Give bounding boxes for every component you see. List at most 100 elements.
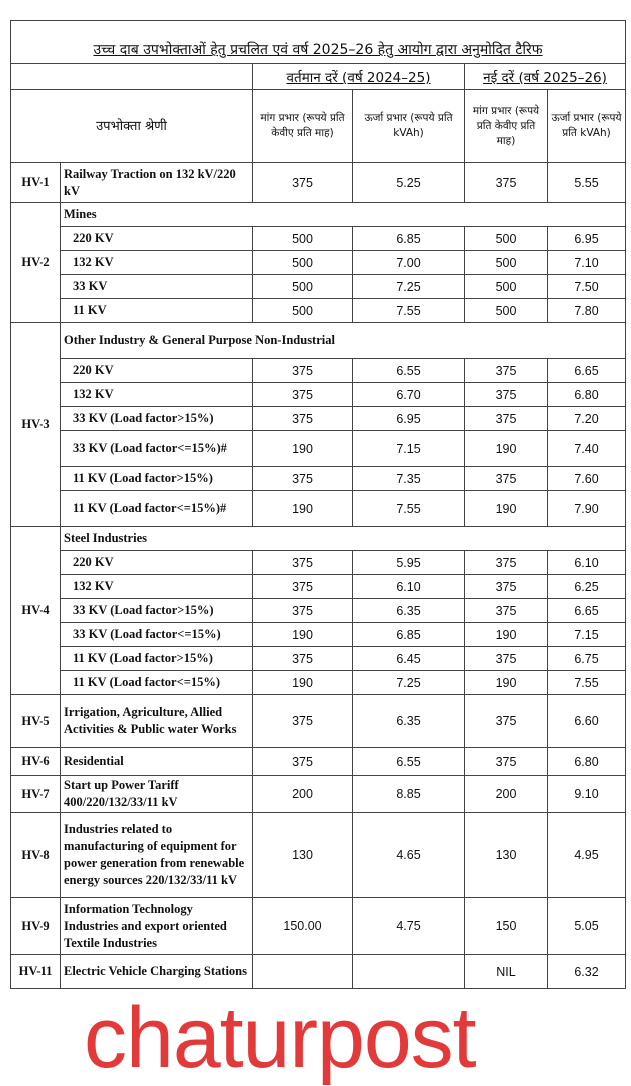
demand-new-value: 375: [464, 382, 548, 407]
row-label: 33 KV (Load factor>15%): [60, 598, 253, 623]
demand-current-value: 375: [252, 406, 353, 431]
group-heading: Mines: [59, 202, 627, 227]
group-heading-row: HV-4 Steel Industries: [10, 526, 627, 695]
energy-current-value: 4.65: [352, 812, 465, 898]
table-row: 33 KV (Load factor<=15%)# 190 7.15 190 7.40: [11, 430, 627, 467]
demand-new-value: 375: [464, 358, 548, 383]
demand-current-value: 375: [252, 358, 353, 383]
table-row: 33 KV (Load factor<=15%) 190 6.85 190 7.15: [11, 622, 627, 647]
demand-new-value: 375: [464, 406, 548, 431]
energy-new-value: 6.75: [546, 646, 627, 671]
demand-current-value: 190: [252, 670, 353, 695]
energy-current-value: 4.75: [352, 897, 465, 955]
energy-current-value: 7.15: [352, 430, 465, 467]
demand-current-value: 150.00: [252, 897, 353, 955]
table-row: 11 KV (Load factor<=15%) 190 7.25 190 7.55: [11, 670, 627, 695]
row-label: 220 KV: [60, 358, 253, 383]
demand-current-value: 130: [252, 812, 353, 898]
energy-new-value: 6.65: [546, 358, 627, 383]
demand-new-value: 190: [464, 622, 548, 647]
demand-current-header: मांग प्रभार (रूपये प्रति केवीए प्रति माह…: [252, 89, 353, 163]
energy-new-header: ऊर्जा प्रभार (रूपये प्रति kVAh): [546, 89, 627, 163]
energy-new-value: 5.05: [546, 897, 627, 955]
energy-new-value: 6.95: [546, 226, 627, 251]
demand-current-value: 375: [252, 646, 353, 671]
row-label: 33 KV: [60, 274, 253, 299]
category-code: HV-11: [10, 954, 61, 989]
demand-new-value: 500: [464, 274, 548, 299]
row-label: Start up Power Tariff 400/220/132/33/11 …: [60, 775, 253, 813]
energy-new-value: 6.80: [546, 747, 627, 776]
tariff-table: उच्च दाब उपभोक्ताओं हेतु प्रचलित एवं वर्…: [9, 20, 627, 989]
table-title: उच्च दाब उपभोक्ताओं हेतु प्रचलित एवं वर्…: [9, 20, 627, 64]
row-label: 33 KV (Load factor<=15%)#: [60, 430, 253, 467]
demand-new-value: 375: [464, 162, 548, 203]
table-row: HV-9 Information Technology Industries an…: [10, 897, 627, 955]
energy-new-value: 5.55: [546, 162, 627, 203]
row-label: 220 KV: [60, 550, 253, 575]
energy-new-value: 9.10: [546, 775, 627, 813]
tariff-document: उच्च दाब उपभोक्ताओं हेतु प्रचलित एवं वर्…: [9, 0, 627, 1081]
demand-current-value: 375: [252, 694, 353, 748]
demand-new-value: 500: [464, 298, 548, 323]
energy-current-value: 7.55: [352, 490, 465, 527]
category-code: HV-3: [10, 322, 61, 527]
blank-cell: [10, 63, 253, 90]
energy-new-value: 6.80: [546, 382, 627, 407]
group-heading-row: HV-2 Mines: [10, 202, 627, 323]
energy-current-value: 5.25: [352, 162, 465, 203]
table-row: 220 KV 375 5.95 375 6.10: [11, 550, 627, 575]
demand-current-value: 500: [252, 298, 353, 323]
row-label: 11 KV: [60, 298, 253, 323]
energy-new-value: 6.60: [546, 694, 627, 748]
energy-new-value: 7.10: [546, 250, 627, 275]
table-row: 33 KV (Load factor>15%) 375 6.95 375 7.20: [11, 406, 627, 431]
demand-new-value: 150: [464, 897, 548, 955]
energy-current-value: 6.55: [352, 747, 465, 776]
energy-new-value: 6.10: [546, 550, 627, 575]
table-row: 220 KV 500 6.85 500 6.95: [11, 226, 627, 251]
demand-new-value: 375: [464, 694, 548, 748]
row-label: 11 KV (Load factor<=15%)#: [60, 490, 253, 527]
energy-current-value: 6.45: [352, 646, 465, 671]
energy-current-value: 6.95: [352, 406, 465, 431]
category-code: HV-1: [10, 162, 61, 203]
demand-current-value: 375: [252, 466, 353, 491]
energy-current-value: 6.10: [352, 574, 465, 599]
energy-new-value: 7.20: [546, 406, 627, 431]
energy-current-value: 7.35: [352, 466, 465, 491]
energy-new-value: 4.95: [546, 812, 627, 898]
demand-current-value: 500: [252, 274, 353, 299]
energy-new-value: 7.90: [546, 490, 627, 527]
new-rates-heading: नई दरें (वर्ष 2025–26): [463, 63, 627, 90]
row-label: Residential: [60, 747, 253, 776]
current-rates-heading: वर्तमान दरें (वर्ष 2024–25): [252, 63, 465, 90]
energy-new-value: 7.80: [546, 298, 627, 323]
row-label: Irrigation, Agriculture, Allied Activiti…: [60, 694, 253, 748]
demand-new-value: 375: [464, 550, 548, 575]
table-row: 33 KV (Load factor>15%) 375 6.35 375 6.65: [11, 598, 627, 623]
demand-current-value: 190: [252, 430, 353, 467]
energy-current-header: ऊर्जा प्रभार (रूपये प्रति kVAh): [352, 89, 465, 163]
demand-new-value: 200: [464, 775, 548, 813]
energy-current-value: 6.70: [352, 382, 465, 407]
demand-current-value: 190: [252, 490, 353, 527]
demand-new-value: 500: [464, 250, 548, 275]
demand-current-value: [252, 954, 353, 989]
table-row: 132 KV 375 6.10 375 6.25: [11, 574, 627, 599]
energy-current-value: 6.85: [352, 622, 465, 647]
category-code: HV-2: [10, 202, 61, 323]
row-label: 11 KV (Load factor>15%): [60, 646, 253, 671]
energy-current-value: 6.35: [352, 598, 465, 623]
row-label: 220 KV: [60, 226, 253, 251]
table-row: 132 KV 500 7.00 500 7.10: [11, 250, 627, 275]
energy-new-value: 7.40: [546, 430, 627, 467]
demand-current-value: 190: [252, 622, 353, 647]
table-row: 11 KV (Load factor<=15%)# 190 7.55 190 7.90: [11, 490, 627, 527]
category-header: उपभोक्ता श्रेणी: [10, 89, 253, 163]
demand-current-value: 375: [252, 574, 353, 599]
demand-new-value: 375: [464, 574, 548, 599]
energy-current-value: 6.55: [352, 358, 465, 383]
demand-current-value: 500: [252, 250, 353, 275]
demand-new-value: 375: [464, 747, 548, 776]
